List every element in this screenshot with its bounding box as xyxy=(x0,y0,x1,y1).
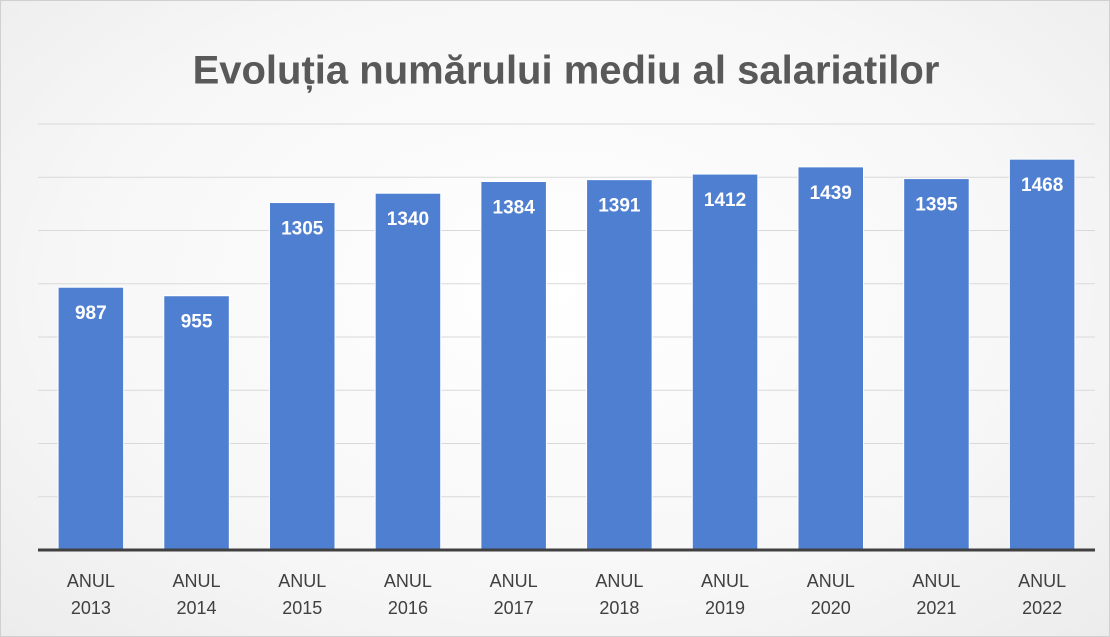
bar xyxy=(163,295,230,551)
data-label: 1395 xyxy=(915,195,958,216)
bar xyxy=(268,202,336,551)
data-label: 1384 xyxy=(493,198,536,219)
data-label: 1439 xyxy=(810,183,852,204)
bar xyxy=(480,181,547,551)
x-tick-label: ANUL 2021 xyxy=(912,571,961,618)
data-label: 1391 xyxy=(598,196,641,217)
data-label: 955 xyxy=(181,312,213,333)
x-tick-label: ANUL 2022 xyxy=(1018,571,1067,618)
bar xyxy=(1008,158,1076,551)
chart-title: Evoluția numărului mediu al salariatilor xyxy=(193,49,940,93)
data-label: 1412 xyxy=(704,190,746,211)
bar xyxy=(586,179,653,551)
x-tick-label: ANUL 2018 xyxy=(595,571,644,618)
data-label: 1468 xyxy=(1021,175,1063,196)
data-label: 987 xyxy=(75,303,107,324)
x-tick-label: ANUL 2015 xyxy=(278,571,327,618)
x-tick-label: ANUL 2019 xyxy=(701,571,750,618)
bar xyxy=(374,192,442,551)
x-tick-label: ANUL 2020 xyxy=(806,571,855,618)
bar xyxy=(797,166,865,551)
bar xyxy=(57,286,125,551)
bar xyxy=(691,173,759,551)
x-tick-label: ANUL 2017 xyxy=(489,571,538,618)
x-tick-label: ANUL 2013 xyxy=(66,571,115,618)
x-tick-label: ANUL 2016 xyxy=(383,571,432,618)
x-tick-label: ANUL 2014 xyxy=(172,571,221,618)
bar xyxy=(903,178,970,551)
data-label: 1340 xyxy=(387,209,429,230)
data-label: 1305 xyxy=(281,219,324,240)
